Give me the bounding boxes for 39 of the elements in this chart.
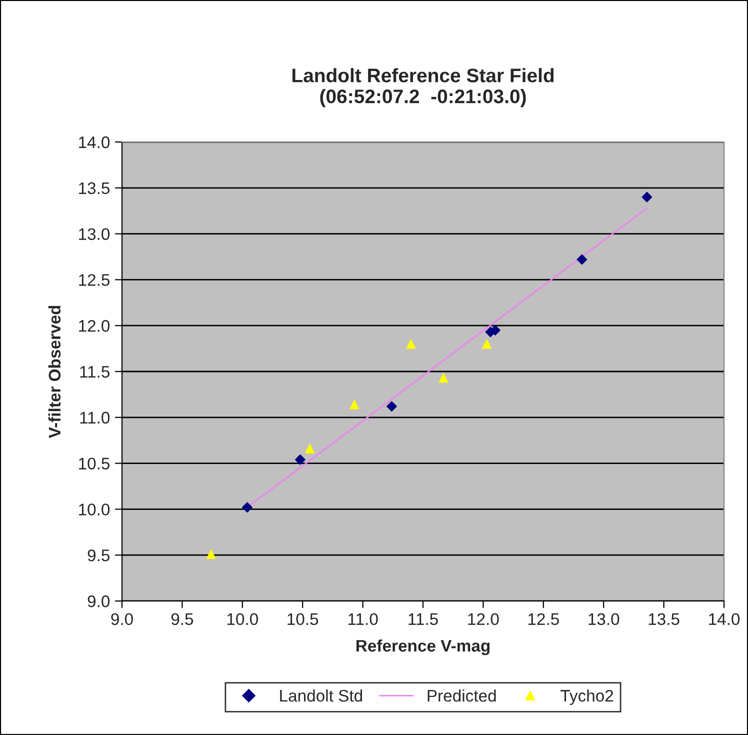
point [406, 339, 416, 349]
y-tick-label: 13.0 [79, 228, 110, 240]
point [294, 454, 306, 465]
y-axis-title: V-filter Observed [48, 306, 61, 438]
x-tick-label: 10.0 [227, 613, 258, 626]
y-tick-label: 14.0 [79, 136, 110, 148]
x-tick-label: 13.5 [648, 613, 680, 626]
x-axis-title: Reference V-mag [356, 639, 490, 656]
x-tick-label: 12.5 [528, 613, 559, 626]
y-tick-label: 9.0 [88, 595, 110, 608]
legend-label: Predicted [428, 689, 496, 702]
y-tick-label: 10.5 [79, 458, 110, 470]
point [576, 254, 588, 265]
legend-label: Landolt Std [280, 689, 362, 702]
x-tick-label: 10.5 [288, 613, 318, 626]
x-tick-label: 14.0 [709, 613, 740, 626]
point [642, 192, 652, 202]
point [242, 502, 252, 513]
y-tick-label: 12.0 [79, 320, 110, 332]
x-tick-label: 11.0 [348, 613, 378, 626]
point [305, 444, 315, 454]
x-tick-label: 12.0 [468, 613, 499, 626]
y-tick-label: 13.5 [79, 182, 110, 194]
chart-title: Landolt Reference Star Field (06:52:07.2 -0:21:03.0) [292, 68, 554, 108]
x-tick-label: 9.5 [171, 613, 194, 626]
y-tick-label: 9.5 [88, 550, 110, 562]
x-tick-label: 11.5 [408, 613, 438, 626]
y-tick-label: 12.5 [79, 274, 110, 286]
point [482, 339, 492, 349]
y-tick-label: 11.5 [80, 366, 110, 378]
point [386, 401, 397, 412]
legend-label: Tycho2 [560, 689, 614, 705]
point [438, 373, 448, 383]
point [350, 400, 360, 410]
x-tick-label: 9.0 [111, 613, 133, 626]
y-tick-label: 10.0 [79, 504, 110, 516]
point [206, 549, 216, 559]
x-tick-label: 13.0 [588, 613, 620, 626]
y-tick-label: 11.0 [80, 412, 110, 424]
